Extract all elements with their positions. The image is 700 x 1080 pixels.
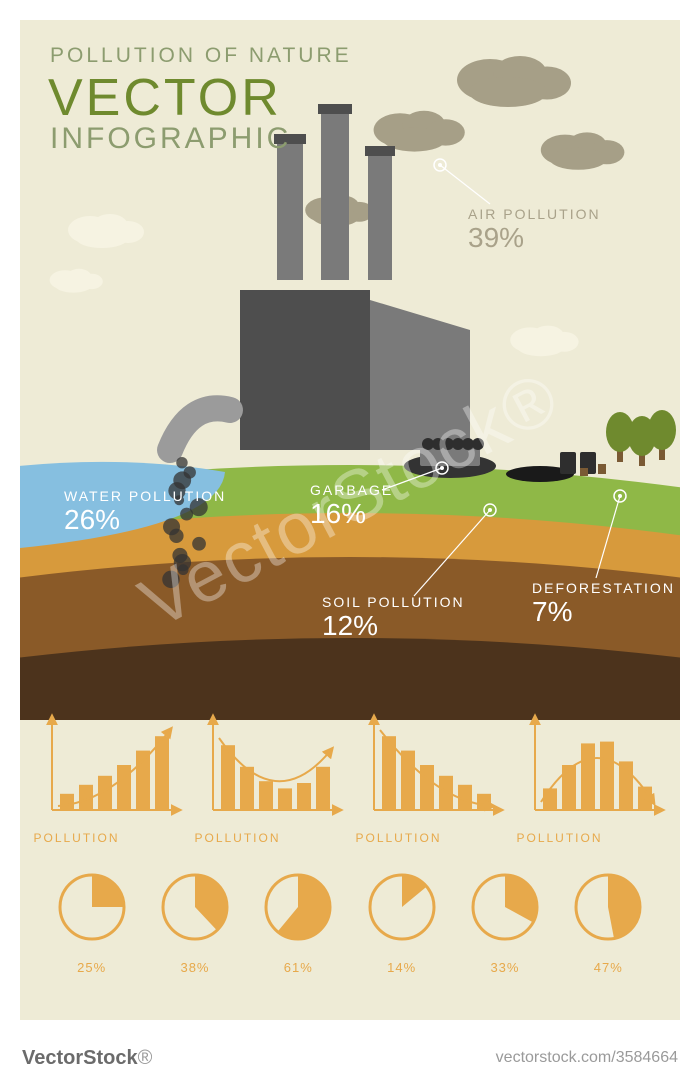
- callout-air-value: 39%: [468, 222, 601, 254]
- footer-brand-mark: ®: [138, 1047, 153, 1069]
- pie-chart: 38%: [150, 867, 240, 975]
- page: POLLUTION OF NATURE VECTOR INFOGRAPHIC A…: [0, 0, 700, 1080]
- bar-charts-row: POLLUTION POLLUTION POLLUTION POLLUTION: [20, 710, 680, 853]
- callout-deforestation-value: 7%: [532, 596, 675, 628]
- bar-chart-label: POLLUTION: [356, 831, 506, 845]
- callout-air-label: AIR POLLUTION: [468, 206, 601, 222]
- callout-garbage-label: GARBAGE: [310, 482, 393, 498]
- pie-chart-label: 47%: [563, 960, 653, 975]
- callout-soil-value: 12%: [322, 610, 465, 642]
- title-main: VECTOR: [48, 68, 282, 128]
- callout-air: AIR POLLUTION 39%: [468, 206, 601, 254]
- callout-water: WATER POLLUTION 26%: [64, 488, 226, 536]
- pie-chart-label: 61%: [253, 960, 343, 975]
- bar-chart: POLLUTION: [195, 710, 345, 845]
- title-subline: POLLUTION OF NATURE: [50, 44, 352, 68]
- pie-chart-label: 33%: [460, 960, 550, 975]
- bar-chart-label: POLLUTION: [195, 831, 345, 845]
- bar-chart-label: POLLUTION: [34, 831, 184, 845]
- bar-chart: POLLUTION: [517, 710, 667, 845]
- footer-brand-name: VectorStock: [22, 1047, 138, 1069]
- bar-chart: POLLUTION: [34, 710, 184, 845]
- pie-chart: 33%: [460, 867, 550, 975]
- pie-chart: 61%: [253, 867, 343, 975]
- footer-brand: VectorStock®: [22, 1047, 152, 1070]
- footer-sku: vectorstock.com/3584664: [496, 1049, 678, 1067]
- callout-deforestation: DEFORESTATION 7%: [532, 580, 675, 628]
- callout-soil-label: SOIL POLLUTION: [322, 594, 465, 610]
- pie-chart: 25%: [47, 867, 137, 975]
- charts-panel: POLLUTION POLLUTION POLLUTION POLLUTION 25%…: [20, 710, 680, 1020]
- pie-chart-label: 14%: [357, 960, 447, 975]
- pie-chart-label: 25%: [47, 960, 137, 975]
- bar-chart-label: POLLUTION: [517, 831, 667, 845]
- callout-garbage-value: 16%: [310, 498, 393, 530]
- callout-garbage: GARBAGE 16%: [310, 482, 393, 530]
- callout-soil: SOIL POLLUTION 12%: [322, 594, 465, 642]
- pie-chart: 14%: [357, 867, 447, 975]
- callout-water-label: WATER POLLUTION: [64, 488, 226, 504]
- infographic-canvas: POLLUTION OF NATURE VECTOR INFOGRAPHIC A…: [20, 20, 680, 1020]
- title-kind: INFOGRAPHIC: [50, 122, 291, 156]
- pie-chart-label: 38%: [150, 960, 240, 975]
- pie-charts-row: 25% 38% 61% 14% 33% 47%: [20, 853, 680, 975]
- footer: VectorStock® vectorstock.com/3584664: [0, 1036, 700, 1080]
- bar-chart: POLLUTION: [356, 710, 506, 845]
- pie-chart: 47%: [563, 867, 653, 975]
- callout-deforestation-label: DEFORESTATION: [532, 580, 675, 596]
- callout-water-value: 26%: [64, 504, 226, 536]
